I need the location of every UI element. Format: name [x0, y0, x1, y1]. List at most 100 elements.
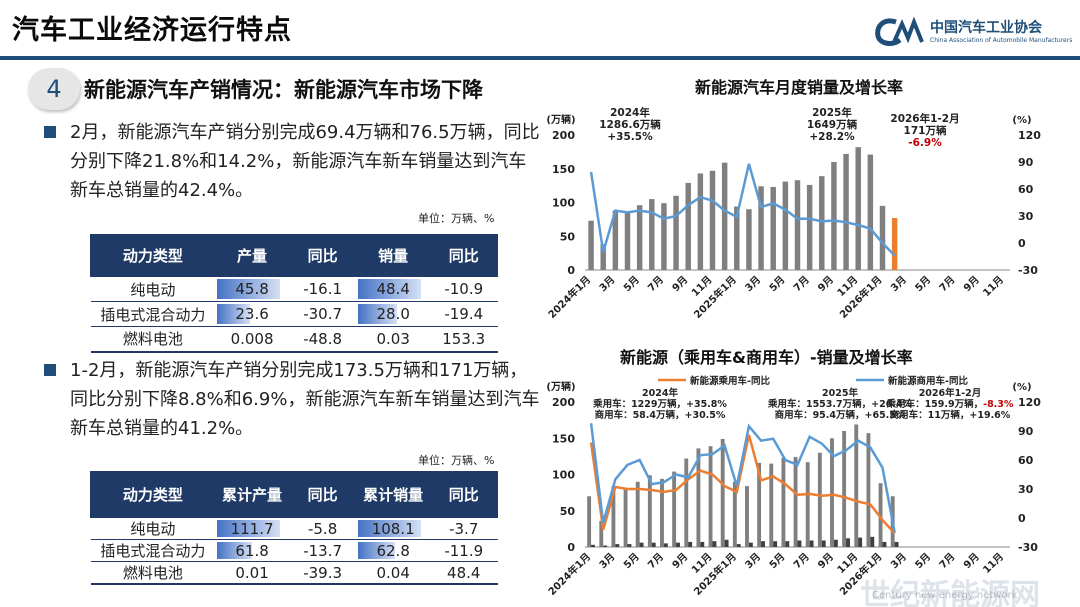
bar	[769, 463, 774, 547]
x-tick-label: 2024年1月	[545, 550, 593, 598]
table-row: 插电式混合动力 61.8 -13.7 62.8 -11.9	[90, 539, 498, 562]
bar	[782, 181, 789, 270]
bar	[700, 541, 705, 547]
cell-value: -30.7	[303, 305, 343, 323]
cell-type: 插电式混合动力	[90, 539, 216, 562]
bar	[600, 244, 606, 270]
bar	[709, 170, 716, 270]
cell-production: 61.8	[215, 539, 289, 562]
y-axis-label: (万辆)	[546, 380, 575, 393]
bar	[894, 541, 899, 547]
data-bar	[358, 542, 395, 559]
bar	[732, 481, 737, 547]
cell-value: 纯电动	[130, 520, 176, 538]
annotation-label: 2024年	[610, 106, 650, 119]
cell-yoy: -39.3	[288, 561, 357, 585]
cell-type: 燃料电池	[90, 326, 216, 353]
legend-label: 新能源商用车-同比	[888, 375, 968, 387]
cell-yoy: -13.7	[288, 539, 357, 562]
bar	[830, 438, 834, 547]
x-tick-label: 7月	[937, 551, 957, 571]
x-tick-label: 5月	[913, 274, 933, 294]
bar	[587, 496, 592, 547]
bar	[635, 481, 640, 547]
x-tick-label: 3月	[597, 551, 617, 571]
col-header: 产量	[214, 234, 290, 277]
page-title: 汽车工业经济运行特点	[12, 15, 292, 46]
x-tick-label: 5月	[621, 274, 641, 294]
bar	[734, 206, 740, 270]
x-tick-label: 7月	[937, 274, 957, 294]
annotation-label: +28.2%	[809, 131, 855, 143]
caam-logo: 中国汽车工业协会 China Association of Automobile…	[874, 14, 1074, 52]
legend-label: 新能源乘用车-同比	[690, 375, 770, 387]
bar	[647, 475, 652, 547]
x-tick-label: 9月	[961, 274, 981, 294]
bar	[615, 544, 620, 547]
bar	[758, 186, 764, 270]
x-tick-label: 11月	[981, 274, 1006, 299]
x-tick-label: 5月	[767, 551, 787, 571]
y-tick-label: 50	[560, 230, 576, 243]
x-tick-label: 3月	[743, 551, 763, 571]
header-rule	[0, 56, 1080, 60]
bar	[599, 520, 604, 547]
y-tick-label: 150	[552, 163, 575, 176]
col-header: 动力类型	[90, 234, 216, 277]
bar	[649, 199, 655, 270]
annotation-label: 2026年1-2月	[919, 387, 982, 399]
y2-tick-label: 60	[1018, 454, 1034, 467]
bar	[697, 173, 704, 270]
annotation-label: 乘用车：1229万辆，+35.8%	[592, 398, 727, 410]
x-tick-label: 7月	[646, 274, 666, 294]
bar	[843, 153, 849, 270]
cell-value: 111.7	[230, 519, 274, 538]
bar	[639, 542, 644, 547]
bar	[858, 537, 863, 547]
y-tick-label: 200	[552, 396, 575, 409]
cell-value: 23.6	[235, 305, 269, 323]
bar	[793, 457, 798, 547]
watermark-sub: Century new energy network	[872, 590, 1018, 601]
y-tick-label: 200	[552, 129, 575, 142]
bar	[663, 543, 668, 547]
bar	[870, 536, 875, 547]
y-axis-label: (万辆)	[546, 113, 575, 126]
x-tick-label: 7月	[791, 274, 811, 294]
cell-value: 48.4	[447, 563, 481, 582]
annotation-label: 2024年	[642, 387, 678, 399]
cell-sales: 48.4	[356, 276, 430, 302]
annotation-label: 1649万辆	[807, 118, 858, 131]
annotation-label: 乘用车：1553.7万辆，+26.4%	[767, 398, 913, 410]
series-line	[589, 434, 896, 535]
x-tick-label: 3月	[743, 274, 763, 294]
bar	[685, 182, 691, 270]
x-tick-label: 9月	[816, 274, 836, 294]
cell-value: 45.8	[235, 280, 269, 298]
annotation-label: 2025年	[812, 106, 852, 119]
cell-yoy: -19.4	[429, 301, 498, 327]
x-tick-label: 9月	[670, 274, 690, 294]
cell-value: 燃料电池	[122, 330, 183, 349]
bar	[746, 209, 752, 270]
x-tick-label: 7月	[646, 551, 666, 571]
y-tick-label: 0	[567, 541, 575, 554]
annotation-label: 2025年	[822, 387, 858, 399]
y-tick-label: 150	[552, 432, 575, 445]
cell-value: 插电式混合动力	[100, 305, 206, 324]
y2-axis-label: (%)	[1012, 115, 1031, 126]
table1-unit: 单位：万辆、%	[418, 212, 495, 225]
cell-production: 23.6	[215, 301, 289, 327]
bar	[745, 486, 749, 547]
bar	[817, 452, 822, 547]
section-title-sub: 新能源汽车市场下降	[294, 78, 483, 102]
cell-type: 纯电动	[90, 276, 216, 302]
x-tick-label: 3月	[888, 274, 908, 294]
cell-type: 纯电动	[90, 517, 216, 540]
cell-sales: 0.04	[356, 561, 430, 585]
annotation-label: 1286.6万辆	[599, 118, 661, 131]
y2-tick-label: 60	[1018, 183, 1034, 196]
table-row: 燃料电池 0.008 -48.8 0.03 153.3	[90, 326, 498, 353]
x-tick-label: 3月	[888, 551, 908, 571]
bar	[819, 176, 825, 270]
